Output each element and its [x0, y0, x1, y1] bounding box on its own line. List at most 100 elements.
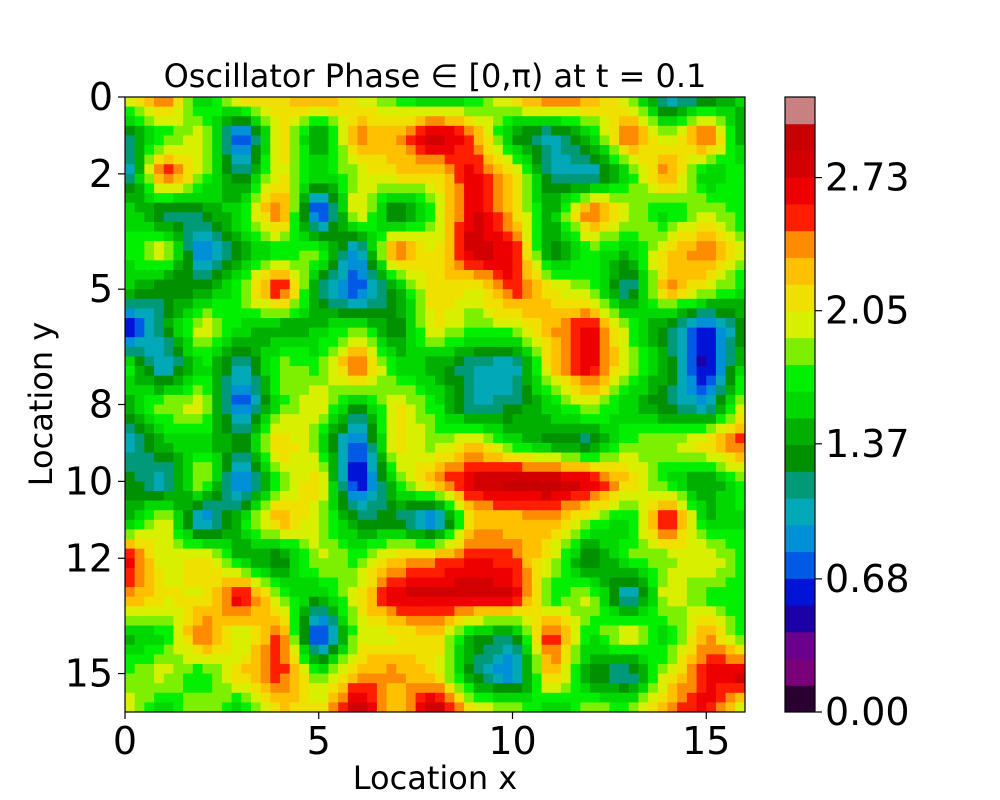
heatmap-cell	[454, 644, 465, 655]
heatmap-cell	[444, 423, 455, 434]
heatmap-cell	[609, 442, 620, 454]
heatmap-cell	[531, 385, 543, 396]
heatmap-cell	[667, 481, 678, 492]
heatmap-cell	[144, 673, 155, 684]
heatmap-cell	[144, 173, 155, 185]
heatmap-cell	[580, 510, 591, 521]
heatmap-cell	[473, 442, 485, 454]
heatmap-cell	[531, 135, 543, 146]
heatmap-cell	[512, 385, 523, 396]
heatmap-cell	[473, 452, 485, 463]
heatmap-cell	[696, 452, 707, 463]
heatmap-cell	[435, 375, 446, 386]
heatmap-cell	[183, 481, 194, 492]
heatmap-cell	[667, 173, 678, 185]
heatmap-cell	[648, 442, 659, 454]
heatmap-cell	[551, 260, 562, 271]
heatmap-cell	[347, 241, 359, 252]
heatmap-cell	[280, 625, 291, 636]
heatmap-cell	[502, 193, 514, 204]
heatmap-cell	[706, 125, 717, 137]
heatmap-cell	[541, 97, 552, 108]
heatmap-cell	[299, 606, 310, 617]
heatmap-cell	[619, 683, 630, 694]
heatmap-cell	[221, 490, 233, 502]
heatmap-cell	[309, 423, 320, 434]
heatmap-cell	[250, 289, 262, 300]
heatmap-cell	[493, 346, 504, 358]
heatmap-cell	[493, 173, 504, 185]
heatmap-cell	[154, 635, 165, 646]
heatmap-cell	[444, 116, 455, 127]
heatmap-cell	[134, 173, 145, 185]
heatmap-cell	[628, 385, 640, 396]
heatmap-cell	[376, 558, 388, 569]
heatmap-cell	[590, 558, 601, 569]
heatmap-cell	[619, 702, 630, 712]
heatmap-cell	[202, 106, 213, 117]
heatmap-cell	[386, 260, 397, 271]
heatmap-cell	[183, 183, 194, 194]
heatmap-cell	[357, 673, 368, 684]
heatmap-cell	[405, 577, 417, 588]
heatmap-cell	[686, 404, 698, 415]
heatmap-cell	[280, 221, 291, 233]
heatmap-cell	[619, 414, 630, 425]
heatmap-cell	[154, 202, 165, 213]
heatmap-cell	[415, 308, 426, 319]
heatmap-cell	[609, 356, 620, 367]
heatmap-cell	[280, 327, 291, 338]
heatmap-cell	[183, 606, 194, 617]
heatmap-cell	[551, 500, 562, 511]
heatmap-cell	[570, 433, 581, 444]
heatmap-cell	[396, 260, 407, 271]
heatmap-cell	[299, 318, 310, 329]
heatmap-cell	[415, 279, 426, 290]
heatmap-cell	[183, 529, 194, 540]
heatmap-cell	[183, 164, 194, 175]
heatmap-cell	[667, 346, 678, 358]
heatmap-cell	[735, 673, 745, 684]
heatmap-cell	[551, 183, 562, 194]
heatmap-cell	[173, 97, 184, 108]
heatmap-cell	[144, 231, 155, 242]
heatmap-cell	[464, 106, 475, 117]
heatmap-cell	[231, 327, 242, 338]
heatmap-cell	[464, 452, 475, 463]
heatmap-cell	[376, 500, 388, 511]
heatmap-cell	[667, 394, 678, 406]
heatmap-cell	[580, 337, 591, 348]
heatmap-cell	[309, 145, 320, 156]
heatmap-cell	[444, 683, 455, 694]
heatmap-cell	[725, 269, 736, 281]
heatmap-cell	[560, 260, 572, 271]
heatmap-cell	[338, 490, 349, 502]
heatmap-cell	[405, 462, 417, 473]
heatmap-cell	[357, 529, 368, 540]
heatmap-cell	[638, 318, 649, 329]
heatmap-cell	[357, 442, 368, 454]
heatmap-cell	[638, 673, 649, 684]
heatmap-cell	[677, 702, 688, 712]
heatmap-cell	[405, 145, 417, 156]
heatmap-cell	[405, 404, 417, 415]
heatmap-cell	[134, 423, 145, 434]
heatmap-cell	[183, 385, 194, 396]
heatmap-cell	[590, 481, 601, 492]
heatmap-cell	[551, 202, 562, 213]
heatmap-cell	[231, 462, 242, 473]
heatmap-cell	[735, 625, 745, 636]
heatmap-cell	[725, 606, 736, 617]
heatmap-cell	[560, 471, 572, 482]
heatmap-cell	[396, 452, 407, 463]
heatmap-cell	[502, 125, 514, 137]
heatmap-cell	[318, 154, 330, 165]
heatmap-cell	[570, 375, 581, 386]
heatmap-cell	[144, 346, 155, 358]
heatmap-cell	[318, 289, 330, 300]
heatmap-cell	[580, 394, 591, 406]
heatmap-cell	[134, 346, 145, 358]
heatmap-cell	[657, 308, 669, 319]
heatmap-cell	[725, 97, 736, 108]
heatmap-cell	[183, 394, 194, 406]
